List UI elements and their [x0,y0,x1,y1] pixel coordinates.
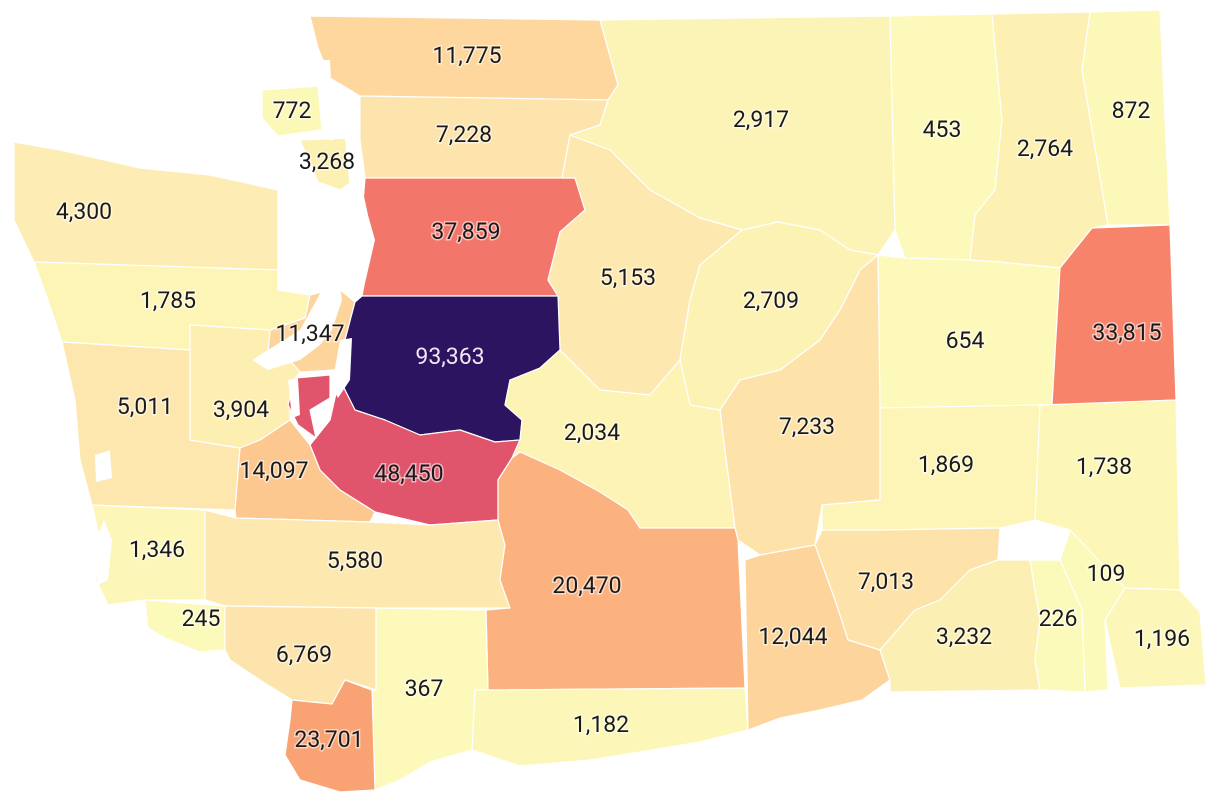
county-value-label-snohomish: 37,859 [431,218,500,245]
county-value-label-grant: 7,233 [779,413,835,440]
county-value-label-adams: 1,869 [918,451,974,478]
county-value-label-walla-walla: 3,232 [936,623,992,650]
county-value-label-pierce: 48,450 [374,460,443,487]
county-spokane[interactable] [1051,224,1177,406]
county-value-label-chelan: 5,153 [600,264,656,291]
county-value-label-king: 93,363 [415,343,484,370]
county-value-label-thurston: 14,097 [239,457,308,484]
county-value-label-cowlitz: 6,769 [276,641,332,668]
county-shapes [13,9,1207,793]
county-value-label-mason: 3,904 [213,396,269,423]
county-value-label-san-juan: 772 [273,97,312,124]
county-clallam[interactable] [13,141,279,271]
county-value-label-lincoln: 654 [946,327,985,354]
county-value-label-wahkiakum: 245 [182,605,221,632]
county-value-label-skamania: 367 [405,675,444,702]
county-value-label-garfield: 109 [1087,560,1126,587]
county-value-label-jefferson: 1,785 [140,287,196,314]
county-value-label-whatcom: 11,775 [432,42,501,69]
county-value-label-pacific: 1,346 [129,536,185,563]
county-value-label-grays-harbor: 5,011 [117,393,173,420]
county-value-label-stevens: 2,764 [1017,135,1073,162]
county-value-label-okanogan: 2,917 [733,106,789,133]
county-value-label-franklin: 7,013 [858,568,914,595]
county-value-label-columbia: 226 [1039,605,1078,632]
county-value-label-whitman: 1,738 [1076,453,1132,480]
county-value-label-clark: 23,701 [294,726,363,753]
county-value-label-yakima: 20,470 [552,572,621,599]
water-features [95,60,375,585]
county-value-label-douglas: 2,709 [743,287,799,314]
county-pend-oreille[interactable] [1081,9,1171,226]
county-value-label-asotin: 1,196 [1134,625,1190,652]
county-clark[interactable] [284,679,376,793]
county-san-juan[interactable] [261,85,323,137]
county-value-label-kitsap: 11,347 [275,320,344,347]
county-skamania[interactable] [371,607,489,791]
county-value-label-lewis: 5,580 [327,547,383,574]
county-value-label-ferry: 453 [923,116,962,143]
county-value-label-island: 3,268 [299,148,355,175]
county-value-labels: 11,775 772 7,228 3,268 2,917 453 2,764 872 4,300… [54,41,1191,755]
county-value-label-klickitat: 1,182 [573,711,629,738]
county-asotin[interactable] [1104,587,1207,689]
county-value-label-skagit: 7,228 [436,121,492,148]
county-value-label-kittitas: 2,034 [564,419,620,446]
county-thurston[interactable] [234,419,376,523]
county-value-label-benton: 12,044 [758,623,827,650]
county-klickitat[interactable] [471,687,749,767]
county-value-label-pend-oreille: 872 [1112,97,1151,124]
county-value-label-spokane: 33,815 [1092,319,1161,346]
county-value-label-clallam: 4,300 [56,198,112,225]
county-columbia[interactable] [1029,559,1086,693]
county-yakima[interactable] [485,451,746,691]
